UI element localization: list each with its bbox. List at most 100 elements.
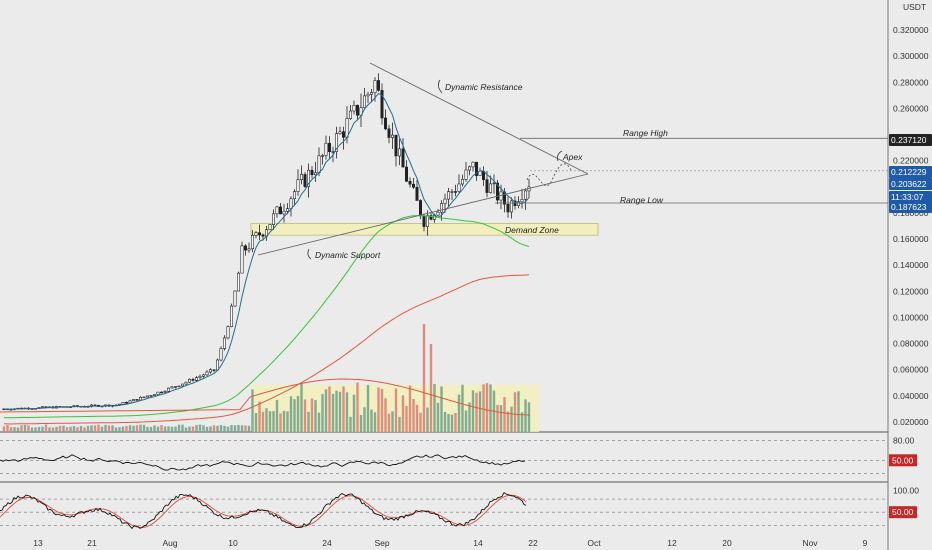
- y-tick-label: 0.280000: [893, 77, 929, 87]
- candle-body: [380, 90, 384, 119]
- price-badge: [889, 178, 932, 190]
- volume-bar: [436, 402, 440, 432]
- volume-bar: [405, 406, 408, 432]
- volume-bar: [209, 426, 212, 432]
- candle-body: [338, 131, 342, 134]
- candle-body: [191, 379, 195, 381]
- candle-body: [254, 232, 258, 236]
- volume-bar: [279, 413, 282, 432]
- volume-bar: [188, 426, 191, 432]
- volume-bar: [391, 411, 394, 432]
- y-tick-label: 0.320000: [893, 25, 929, 35]
- candle-body: [240, 245, 244, 274]
- volume-bar: [499, 405, 503, 432]
- volume-ma-line: [0, 378, 531, 416]
- volume-bar: [419, 412, 422, 432]
- volume-bar: [268, 411, 272, 432]
- volume-bar: [296, 395, 300, 432]
- volume-bar: [303, 399, 307, 432]
- y-tick-label: 0.060000: [893, 365, 929, 375]
- volume-bar: [335, 390, 338, 432]
- volume-bar: [51, 427, 55, 432]
- volume-bar: [16, 427, 20, 432]
- volume-bar: [513, 392, 517, 432]
- candle-body: [471, 161, 475, 168]
- pane-separators: [0, 0, 889, 550]
- x-tick-label: 24: [322, 538, 332, 548]
- price-badge-label: 0.187623: [891, 202, 927, 212]
- y-tick-label: 0.300000: [893, 51, 929, 61]
- volume-bar: [408, 385, 412, 432]
- candle-body: [146, 395, 150, 398]
- volume-bar: [338, 391, 342, 432]
- volume-bar: [356, 382, 359, 432]
- volume-bar: [163, 426, 167, 432]
- resistance-arrow: [438, 79, 443, 94]
- volume-bar: [170, 426, 174, 432]
- dynamic-resistance-line: [369, 62, 589, 175]
- volume-bar: [97, 424, 100, 432]
- volume-bar: [181, 424, 184, 432]
- volume-bar: [62, 425, 65, 432]
- volume-bar: [415, 404, 419, 432]
- y-tick-label: 0.040000: [893, 391, 929, 401]
- volume-bar: [233, 425, 237, 432]
- candle-body: [317, 155, 321, 174]
- volume-bar: [475, 392, 478, 432]
- candle-body: [188, 379, 192, 383]
- apex-arrow: [557, 150, 563, 162]
- stoch-k-line: [0, 491, 527, 530]
- volume-bar: [223, 425, 226, 432]
- candle-body: [313, 172, 317, 175]
- y-tick-label: 0.080000: [893, 339, 929, 349]
- volume-bar: [359, 414, 363, 432]
- y-tick-label: 0.120000: [893, 286, 929, 296]
- volume-bar: [506, 411, 510, 432]
- volume-bar: [107, 425, 111, 432]
- volume-bar: [195, 425, 198, 432]
- volume-bar: [461, 384, 464, 432]
- candle-body: [149, 395, 153, 397]
- volume-bar: [2, 426, 6, 432]
- volume-bar: [48, 427, 51, 432]
- stoch-tick-label: 100.00: [893, 485, 919, 495]
- candle-body: [341, 131, 345, 138]
- volume-bar: [314, 400, 317, 432]
- x-tick-label: 12: [667, 538, 677, 548]
- y-tick-label: 0.140000: [893, 260, 929, 270]
- candle-body: [404, 166, 408, 182]
- projection-path: [526, 163, 573, 187]
- candle-body: [226, 326, 230, 339]
- currency-label: USDT: [903, 2, 926, 12]
- volume-bar: [352, 394, 356, 432]
- candle-body: [219, 348, 223, 361]
- candle-body: [439, 203, 443, 213]
- volume-bar: [132, 425, 135, 432]
- rsi-tick-label: 80.00: [893, 436, 915, 446]
- candle-body: [457, 183, 461, 192]
- candle-body: [160, 391, 164, 394]
- candle-body: [327, 142, 331, 152]
- volume-bar: [342, 386, 345, 432]
- volume-bar: [226, 426, 230, 432]
- volume-bar: [142, 424, 146, 432]
- candle-body: [285, 208, 289, 212]
- candle-body: [139, 397, 143, 401]
- price-badge: [889, 166, 932, 178]
- candle-body: [488, 183, 492, 193]
- candle-body: [492, 182, 496, 185]
- volume-bar: [275, 399, 279, 432]
- volume-bar: [429, 344, 433, 432]
- volume-bar: [377, 387, 380, 432]
- ma-short-line: [3, 92, 530, 410]
- volume-bar: [345, 392, 349, 432]
- price-badge-label: 11:33:07: [891, 192, 924, 202]
- candle-body: [425, 215, 429, 227]
- volume-bar: [160, 425, 163, 432]
- candle-body: [268, 224, 272, 231]
- candle-body: [520, 199, 524, 203]
- candle-body: [195, 377, 199, 381]
- volume-bar: [373, 412, 377, 432]
- volume-bar: [464, 410, 468, 432]
- volume-bar: [433, 383, 436, 432]
